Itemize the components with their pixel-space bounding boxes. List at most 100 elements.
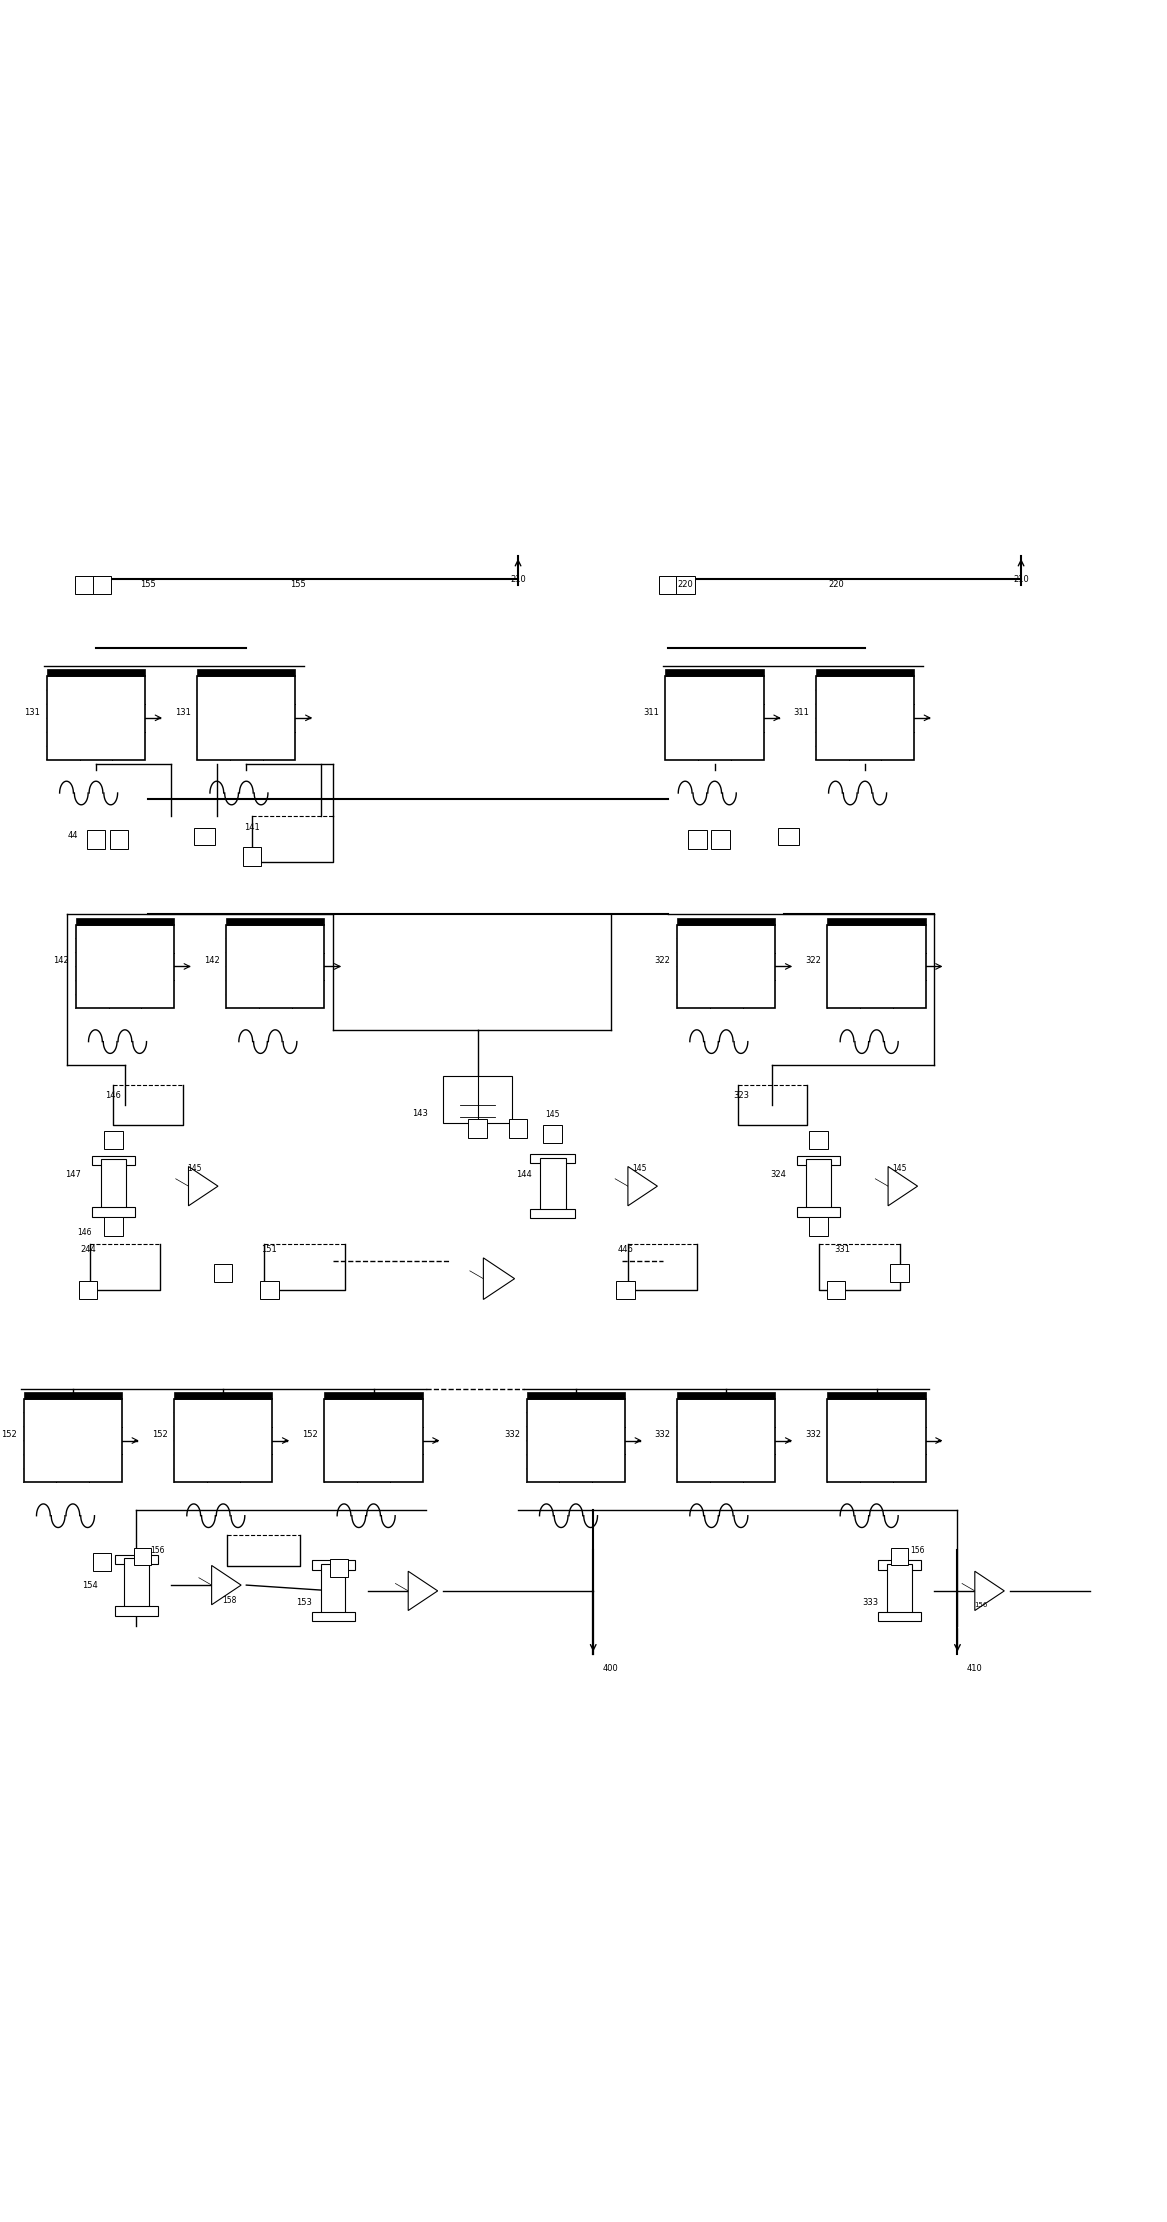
Bar [665,669,763,675]
Text: 145: 145 [893,1164,907,1173]
Bar [174,1400,272,1482]
Text: 141: 141 [244,822,260,833]
Bar [826,1282,845,1300]
Bar [677,918,775,924]
Bar [677,575,696,593]
Bar [778,827,799,844]
Bar [312,1613,355,1622]
Bar [92,1155,135,1164]
Bar [92,1553,111,1571]
Bar [468,1120,487,1138]
Bar [114,1555,158,1564]
Bar [324,1393,422,1400]
Text: 220: 220 [678,580,693,589]
Bar [816,669,914,675]
Bar [243,847,261,867]
Bar [665,675,763,760]
Bar [816,675,914,760]
Bar [23,1393,123,1400]
Text: 145: 145 [545,1111,560,1120]
Bar [677,1400,775,1482]
Bar [197,675,295,760]
Bar [226,918,324,924]
Bar [321,1564,345,1618]
Text: 220: 220 [829,580,844,589]
Bar [194,827,215,844]
Bar [324,1400,422,1482]
Bar [878,1560,921,1569]
Text: 333: 333 [862,1598,879,1607]
Text: 158: 158 [222,1595,236,1604]
Bar [531,1153,575,1164]
Bar [689,831,706,849]
Bar [878,1613,921,1622]
Text: 311: 311 [643,707,659,715]
Text: 153: 153 [296,1598,312,1607]
Text: 147: 147 [65,1171,81,1180]
Text: 244: 244 [81,1244,96,1253]
Bar [711,831,729,849]
Polygon shape [408,1571,438,1611]
Bar [92,1207,135,1218]
Polygon shape [189,1167,218,1207]
Text: 131: 131 [25,707,41,715]
Bar [890,1264,909,1282]
Bar [827,1400,925,1482]
Text: 210: 210 [1013,575,1029,584]
Text: 155: 155 [291,580,306,589]
Bar [531,1209,575,1218]
Bar [92,575,111,593]
Bar [110,831,128,849]
Polygon shape [211,1567,242,1604]
Bar [677,1393,775,1400]
Text: 324: 324 [770,1171,787,1180]
Bar [827,1393,925,1400]
Text: 155: 155 [140,580,156,589]
Bar [827,918,925,924]
Bar [329,1558,348,1578]
Bar [526,1400,626,1482]
Polygon shape [628,1167,657,1207]
Text: 210: 210 [510,575,526,584]
Bar [810,1218,827,1235]
Bar [124,1558,148,1613]
Bar [114,1607,158,1615]
Text: 156: 156 [910,1547,924,1555]
Bar [75,575,93,593]
Text: 410: 410 [967,1664,983,1673]
Bar [102,1160,126,1213]
Text: 322: 322 [805,955,820,964]
Bar [104,1218,123,1235]
Text: 311: 311 [794,707,809,715]
Bar [616,1282,635,1300]
Text: 156: 156 [974,1602,987,1609]
Text: 145: 145 [633,1164,647,1173]
Bar [76,924,174,1009]
Bar [806,1160,831,1213]
Bar [797,1207,840,1218]
Text: 332: 332 [805,1431,820,1440]
Text: 152: 152 [302,1431,317,1440]
Text: 331: 331 [834,1244,850,1253]
Text: 152: 152 [1,1431,18,1440]
Bar [86,831,105,849]
Text: 142: 142 [54,955,69,964]
Text: 332: 332 [504,1431,520,1440]
Bar [76,918,174,924]
Text: 146: 146 [77,1229,92,1238]
Text: 144: 144 [516,1171,532,1180]
Bar [443,1075,512,1122]
Bar [312,1560,355,1569]
Text: 151: 151 [261,1244,278,1253]
Text: 131: 131 [175,707,190,715]
Text: 323: 323 [733,1091,749,1100]
Text: 322: 322 [655,955,671,964]
Bar [104,1131,123,1149]
Bar [47,669,145,675]
Bar [78,1282,97,1300]
Bar [509,1120,527,1138]
Text: 146: 146 [105,1091,121,1100]
Bar [892,1549,908,1564]
Bar [226,924,324,1009]
Bar [540,1158,566,1215]
